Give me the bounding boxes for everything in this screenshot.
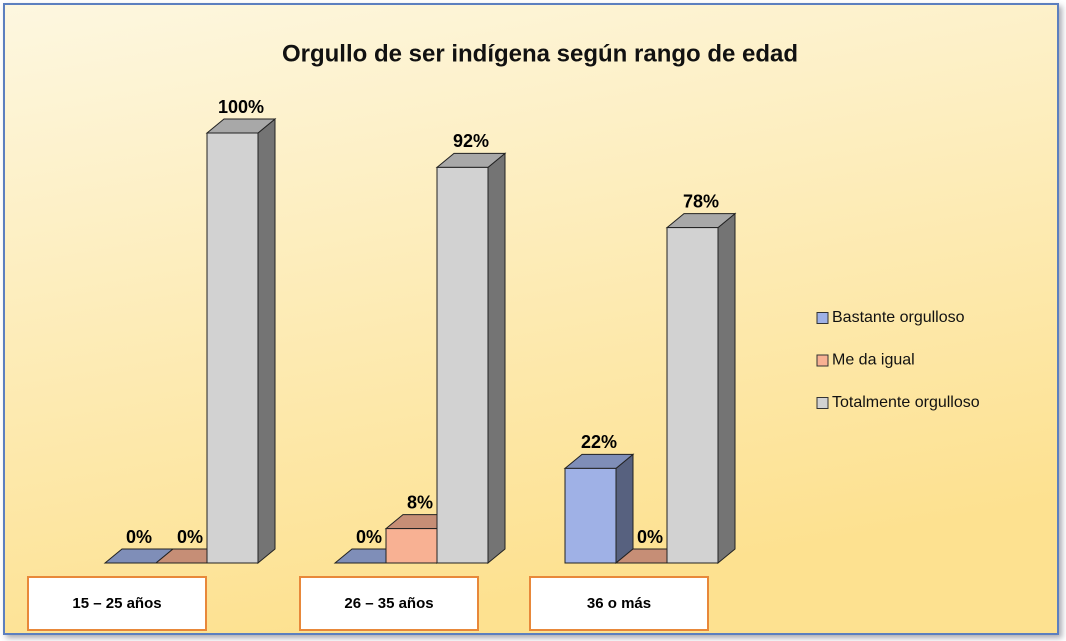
value-label: 22% — [581, 432, 617, 452]
bar — [435, 152, 507, 565]
legend-label: Totalmente orgulloso — [832, 394, 980, 411]
value-label: 0% — [356, 527, 382, 547]
value-label: 8% — [407, 492, 433, 512]
value-label: 92% — [453, 131, 489, 151]
legend-swatch — [816, 354, 829, 367]
bar — [563, 453, 635, 565]
bar-front — [385, 528, 438, 564]
category-box — [529, 576, 709, 631]
bar-front — [436, 166, 489, 564]
bar-side — [487, 152, 506, 565]
bar-side — [257, 117, 276, 565]
x-tick-label: 36 o más — [587, 595, 651, 612]
legend-swatch — [816, 312, 829, 324]
plot-frame — [3, 3, 1059, 635]
bar-front — [666, 227, 719, 564]
bar — [205, 117, 277, 565]
chart-title: Orgullo de ser indígena según rango de e… — [282, 40, 798, 67]
category-box — [299, 576, 479, 631]
legend-swatch — [816, 397, 829, 409]
bar-front — [206, 132, 259, 564]
bar-front — [564, 467, 617, 564]
bar — [665, 212, 737, 565]
category-box — [27, 576, 207, 631]
bar-side — [615, 453, 634, 565]
value-label: 78% — [683, 191, 719, 211]
value-label: 100% — [218, 97, 264, 117]
legend-label: Bastante orgulloso — [832, 309, 965, 326]
value-label: 0% — [177, 527, 203, 547]
bar-side — [717, 212, 736, 565]
value-label: 0% — [637, 527, 663, 547]
x-tick-label: 26 – 35 años — [344, 595, 433, 612]
legend-label: Me da igual — [832, 352, 915, 369]
value-label: 0% — [126, 527, 152, 547]
x-tick-label: 15 – 25 años — [72, 595, 161, 612]
